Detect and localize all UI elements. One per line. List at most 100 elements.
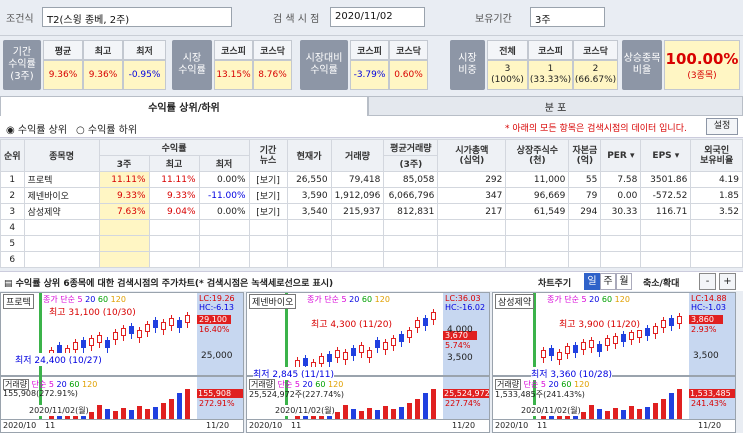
candle [541,350,546,358]
capital: 79 [568,187,602,204]
chart-stock-name: 삼성제약 [495,294,535,309]
stock-chart-panel[interactable]: 제넨바이오 종가 단순 5 20 60 120 LC:36.03 HC:-16.02 최… [246,292,490,433]
volume-bar [137,406,142,419]
news-link[interactable]: [보기] [248,187,288,204]
hold-label: 보유기간 [475,14,512,25]
condition-label: 조건식 [6,14,34,25]
volume-bar [177,393,182,419]
per-sort-icon[interactable]: ▾ [630,150,635,161]
volume-bar [677,389,682,419]
shares: 96,669 [505,187,570,204]
volume-bar [407,403,412,419]
eps: -572.52 [640,187,692,204]
table-row[interactable]: 1 프로텍 11.11% 11.11% 0.00% [보기] 26,550 79… [0,171,743,188]
col-avg-volume-sub: (3주) [383,155,439,172]
ma20-legend: 20 [349,295,360,304]
search-date-label: 2020/11/02(월) [521,405,581,416]
settings-button[interactable]: 설정 [706,118,738,135]
zoom-in-button[interactable]: + [719,273,736,290]
table-row[interactable]: 5 [0,235,743,252]
ratio-group: 시장 비중 전체 코스피 코스닥 3 (100%) 1 (33.33%) 2 (… [450,40,618,90]
table-row[interactable]: 4 [0,219,743,236]
table-row[interactable]: 3 삼성제약 7.63% 9.04% 0.00% [보기] 3,540 215,… [0,203,743,220]
volume-bar [653,403,658,419]
stock-name[interactable]: 삼성제약 [23,203,100,220]
up-ratio-box: 100.00% (3종목) [664,40,740,90]
radio-top[interactable]: ◉ 수익률 상위 [6,125,68,136]
col-price: 현재가 [286,139,332,172]
stock-name[interactable]: 프로텍 [23,171,100,188]
x-axis [493,419,735,432]
search-header: 조건식 T2(스윙 종베, 2주) 검 색 시 점 2020/11/02 보유기… [0,0,743,36]
date-field[interactable]: 2020/11/02 [330,7,425,27]
period-month-button[interactable]: 월 [616,273,632,290]
candle [375,340,380,348]
x-tick: 11 [45,421,56,430]
rel-kosdaq-return: 0.60% [389,60,428,90]
ma120-legend: 120 [110,295,126,304]
volume-bar [605,411,610,419]
table-row[interactable]: 6 [0,251,743,268]
chart-stock-name: 프로텍 [3,294,34,309]
news-link[interactable]: [보기] [248,171,288,188]
candle [113,332,118,340]
return-min: 0.00% [198,171,250,188]
x-tick: 11/20 [698,421,722,430]
radio-bottom[interactable]: ○ 수익률 하위 [76,125,138,136]
col-eps[interactable]: EPS ▾ [640,139,692,172]
price-tag: 3,670 [443,331,477,340]
eps-sort-icon[interactable]: ▾ [674,150,680,161]
tab-distribution[interactable]: 분 포 [368,96,743,116]
stock-chart-panel[interactable]: 프로텍 종가 단순 5 20 60 120 LC:19.26 HC:-6.13 최고 3… [0,292,244,433]
rank: 5 [0,235,25,252]
candle [169,318,174,326]
eps: 116.71 [640,203,692,220]
col-ret-max: 최고 [148,155,200,172]
volume-label: 거래량 [3,379,30,390]
x-tick: 2020/10 [3,421,37,430]
zoom-out-button[interactable]: - [699,273,716,290]
result-table: 순위 종목명 수익률 기간 뉴스 현재가 거래량 평균거래량 시가총액 (십억)… [0,139,743,268]
candle [589,340,594,348]
col-per[interactable]: PER ▾ [600,139,642,172]
ma-legend: 종가 단순 5 20 60 120 [547,294,630,305]
x-tick: 2020/10 [495,421,529,430]
ratio-all: 3 (100%) [487,60,528,90]
table-row[interactable]: 2 제넨바이오 9.33% 9.33% -11.00% [보기] 3,590 1… [0,187,743,204]
candle [319,356,324,364]
volume-tag-pct: 227.74% [445,399,481,408]
low-label: 최저 2,845 (11/11) [253,367,335,380]
avg-return: 9.36% [43,60,83,90]
date-label: 검 색 시 점 [273,14,320,25]
candle [351,348,356,356]
period-week-button[interactable]: 주 [600,273,616,290]
tab-top-bottom[interactable]: 수익률 상위/하위 [0,96,368,116]
volume-bar [431,389,436,419]
y-tick: 4,000 [447,325,473,335]
x-axis [247,419,489,432]
hold-field[interactable]: 3주 [530,7,605,27]
stock-name[interactable]: 제넨바이오 [23,187,100,204]
volume-value: 25,524,972주(227.74%) [249,390,345,399]
volume-bar [637,409,642,419]
tab-bar: 수익률 상위/하위 분 포 [0,96,743,116]
col-market-cap: 시가총액 (십억) [437,139,507,172]
col-capital: 자본금 (억) [568,139,602,172]
volume-label: 거래량 [495,379,522,390]
candle [613,336,618,344]
chart-stock-name: 제넨바이오 [249,294,297,309]
capital: 55 [568,171,602,188]
volume-axis [197,377,243,419]
period-day-button[interactable]: 일 [584,273,600,290]
ma5-legend: 종가 단순 5 [307,295,347,304]
avg-volume: 6,066,796 [383,187,439,204]
market-return-label: 시장 수익률 [172,40,212,90]
max-head: 최고 [83,40,123,60]
shares: 61,549 [505,203,570,220]
hc-label: HC:-16.02 [445,303,486,312]
news-link[interactable]: [보기] [248,203,288,220]
candle [367,350,372,358]
stock-chart-panel[interactable]: 삼성제약 종가 단순 5 20 60 120 LC:14.88 HC:-1.03 최고 … [492,292,736,433]
volume-tag-pct: 272.91% [199,399,235,408]
condition-field[interactable]: T2(스윙 종베, 2주) [42,7,232,27]
